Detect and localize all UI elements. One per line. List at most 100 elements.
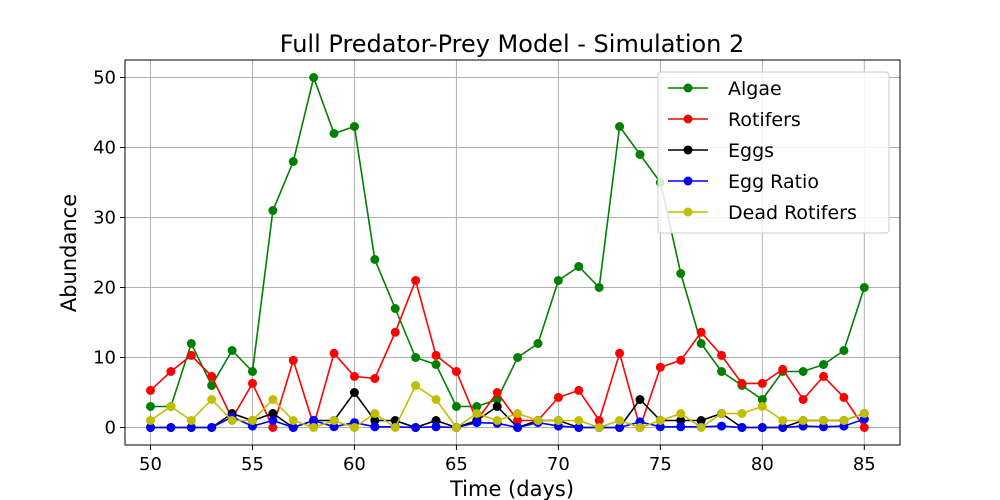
- axis-ticks: 50 55 60 65 70 75 80 85 0 10 20 30 40 50: [93, 68, 876, 476]
- data-point-rotifers: [431, 350, 441, 360]
- data-point-algae: [451, 402, 461, 411]
- legend-label: Rotifers: [728, 109, 801, 131]
- legend-marker: [683, 176, 693, 186]
- data-point-rotifers: [778, 364, 788, 374]
- data-point-egg-ratio: [615, 423, 625, 432]
- data-point-dead-rotifers: [757, 402, 767, 411]
- data-point-egg-ratio: [676, 422, 686, 432]
- data-point-dead-rotifers: [839, 416, 849, 425]
- data-point-algae: [696, 339, 706, 348]
- data-point-rotifers: [492, 388, 502, 397]
- legend-item-eggs: Eggs: [668, 140, 774, 162]
- legend-label: Dead Rotifers: [728, 202, 857, 224]
- data-point-dead-rotifers: [513, 409, 523, 418]
- data-point-rotifers: [145, 385, 155, 395]
- series-line-rotifers: [149, 277, 865, 431]
- series-algae: [145, 73, 869, 411]
- data-point-dead-rotifers: [615, 416, 625, 425]
- data-point-algae: [288, 157, 298, 166]
- data-point-dead-rotifers: [472, 409, 482, 418]
- data-point-rotifers: [247, 378, 257, 388]
- legend: Algae Rotifers Eggs Egg Ratio Dead Rotifers: [657, 71, 890, 234]
- legend-marker: [683, 114, 693, 124]
- legend-item-dead-rotifers: Dead Rotifers: [668, 202, 857, 224]
- data-point-algae: [431, 360, 441, 369]
- data-point-rotifers: [615, 348, 625, 358]
- x-tick-label: 50: [139, 454, 162, 475]
- data-point-dead-rotifers: [778, 416, 788, 425]
- data-point-egg-ratio: [370, 422, 380, 432]
- legend-label: Egg Ratio: [728, 171, 819, 193]
- data-point-rotifers: [186, 350, 196, 360]
- plot-series: [145, 73, 869, 432]
- data-point-dead-rotifers: [737, 409, 747, 418]
- data-point-dead-rotifers: [227, 416, 237, 425]
- y-tick-label: 40: [93, 138, 116, 159]
- y-axis-label: Abundance: [57, 194, 81, 312]
- data-point-rotifers: [819, 371, 829, 381]
- data-point-rotifers: [798, 395, 808, 404]
- data-point-algae: [757, 395, 767, 404]
- data-point-dead-rotifers: [186, 416, 196, 425]
- data-point-dead-rotifers: [309, 423, 319, 432]
- series-line-eggs: [150, 391, 865, 429]
- data-point-eggs: [349, 388, 359, 397]
- data-point-rotifers: [329, 348, 339, 358]
- y-tick-label: 0: [105, 418, 116, 439]
- data-point-algae: [676, 269, 686, 278]
- data-point-rotifers: [696, 327, 706, 337]
- data-point-dead-rotifers: [819, 416, 829, 425]
- data-point-dead-rotifers: [329, 416, 339, 425]
- y-tick-label: 30: [93, 208, 116, 229]
- x-tick-label: 60: [343, 454, 366, 475]
- data-point-eggs: [696, 416, 706, 425]
- data-point-egg-ratio: [819, 422, 829, 432]
- data-point-rotifers: [268, 423, 278, 432]
- data-point-dead-rotifers: [166, 402, 176, 411]
- x-tick-label: 80: [751, 454, 774, 475]
- data-point-rotifers: [166, 367, 176, 376]
- data-point-eggs: [492, 402, 502, 411]
- data-point-dead-rotifers: [411, 381, 421, 390]
- data-point-algae: [268, 206, 278, 215]
- data-point-rotifers: [411, 276, 421, 285]
- data-point-egg-ratio: [329, 422, 339, 432]
- series-dead-rotifers: [145, 381, 869, 432]
- data-point-algae: [349, 122, 359, 131]
- data-point-dead-rotifers: [370, 409, 380, 418]
- data-point-eggs: [431, 416, 441, 425]
- data-point-egg-ratio: [411, 423, 421, 432]
- data-point-rotifers: [451, 367, 461, 376]
- data-point-rotifers: [757, 378, 767, 388]
- data-point-dead-rotifers: [594, 423, 604, 432]
- data-point-eggs: [635, 395, 645, 404]
- x-axis-label: Time (days): [449, 477, 574, 500]
- legend-label: Eggs: [728, 140, 774, 162]
- data-point-algae: [615, 122, 625, 131]
- data-point-dead-rotifers: [349, 423, 359, 432]
- data-point-algae: [411, 353, 421, 362]
- data-point-rotifers: [207, 371, 217, 381]
- data-point-egg-ratio: [513, 423, 523, 432]
- data-point-egg-ratio: [309, 416, 319, 425]
- data-point-rotifers: [574, 385, 584, 395]
- data-point-algae: [227, 346, 237, 355]
- data-point-rotifers: [370, 374, 380, 383]
- data-point-egg-ratio: [717, 421, 727, 431]
- legend-box: [657, 71, 890, 234]
- data-point-rotifers: [288, 355, 298, 365]
- data-point-dead-rotifers: [451, 423, 461, 432]
- x-tick-label: 75: [649, 454, 672, 475]
- y-tick-label: 20: [93, 278, 116, 299]
- data-point-dead-rotifers: [288, 416, 298, 425]
- data-point-algae: [798, 367, 808, 376]
- data-point-algae: [859, 283, 869, 292]
- data-point-dead-rotifers: [717, 409, 727, 418]
- data-point-egg-ratio: [757, 423, 767, 432]
- data-point-dead-rotifers: [798, 416, 808, 425]
- legend-item-egg-ratio: Egg Ratio: [668, 171, 819, 193]
- data-point-eggs: [676, 416, 686, 425]
- data-point-algae: [513, 353, 523, 362]
- data-point-dead-rotifers: [635, 423, 645, 432]
- data-point-dead-rotifers: [390, 423, 400, 432]
